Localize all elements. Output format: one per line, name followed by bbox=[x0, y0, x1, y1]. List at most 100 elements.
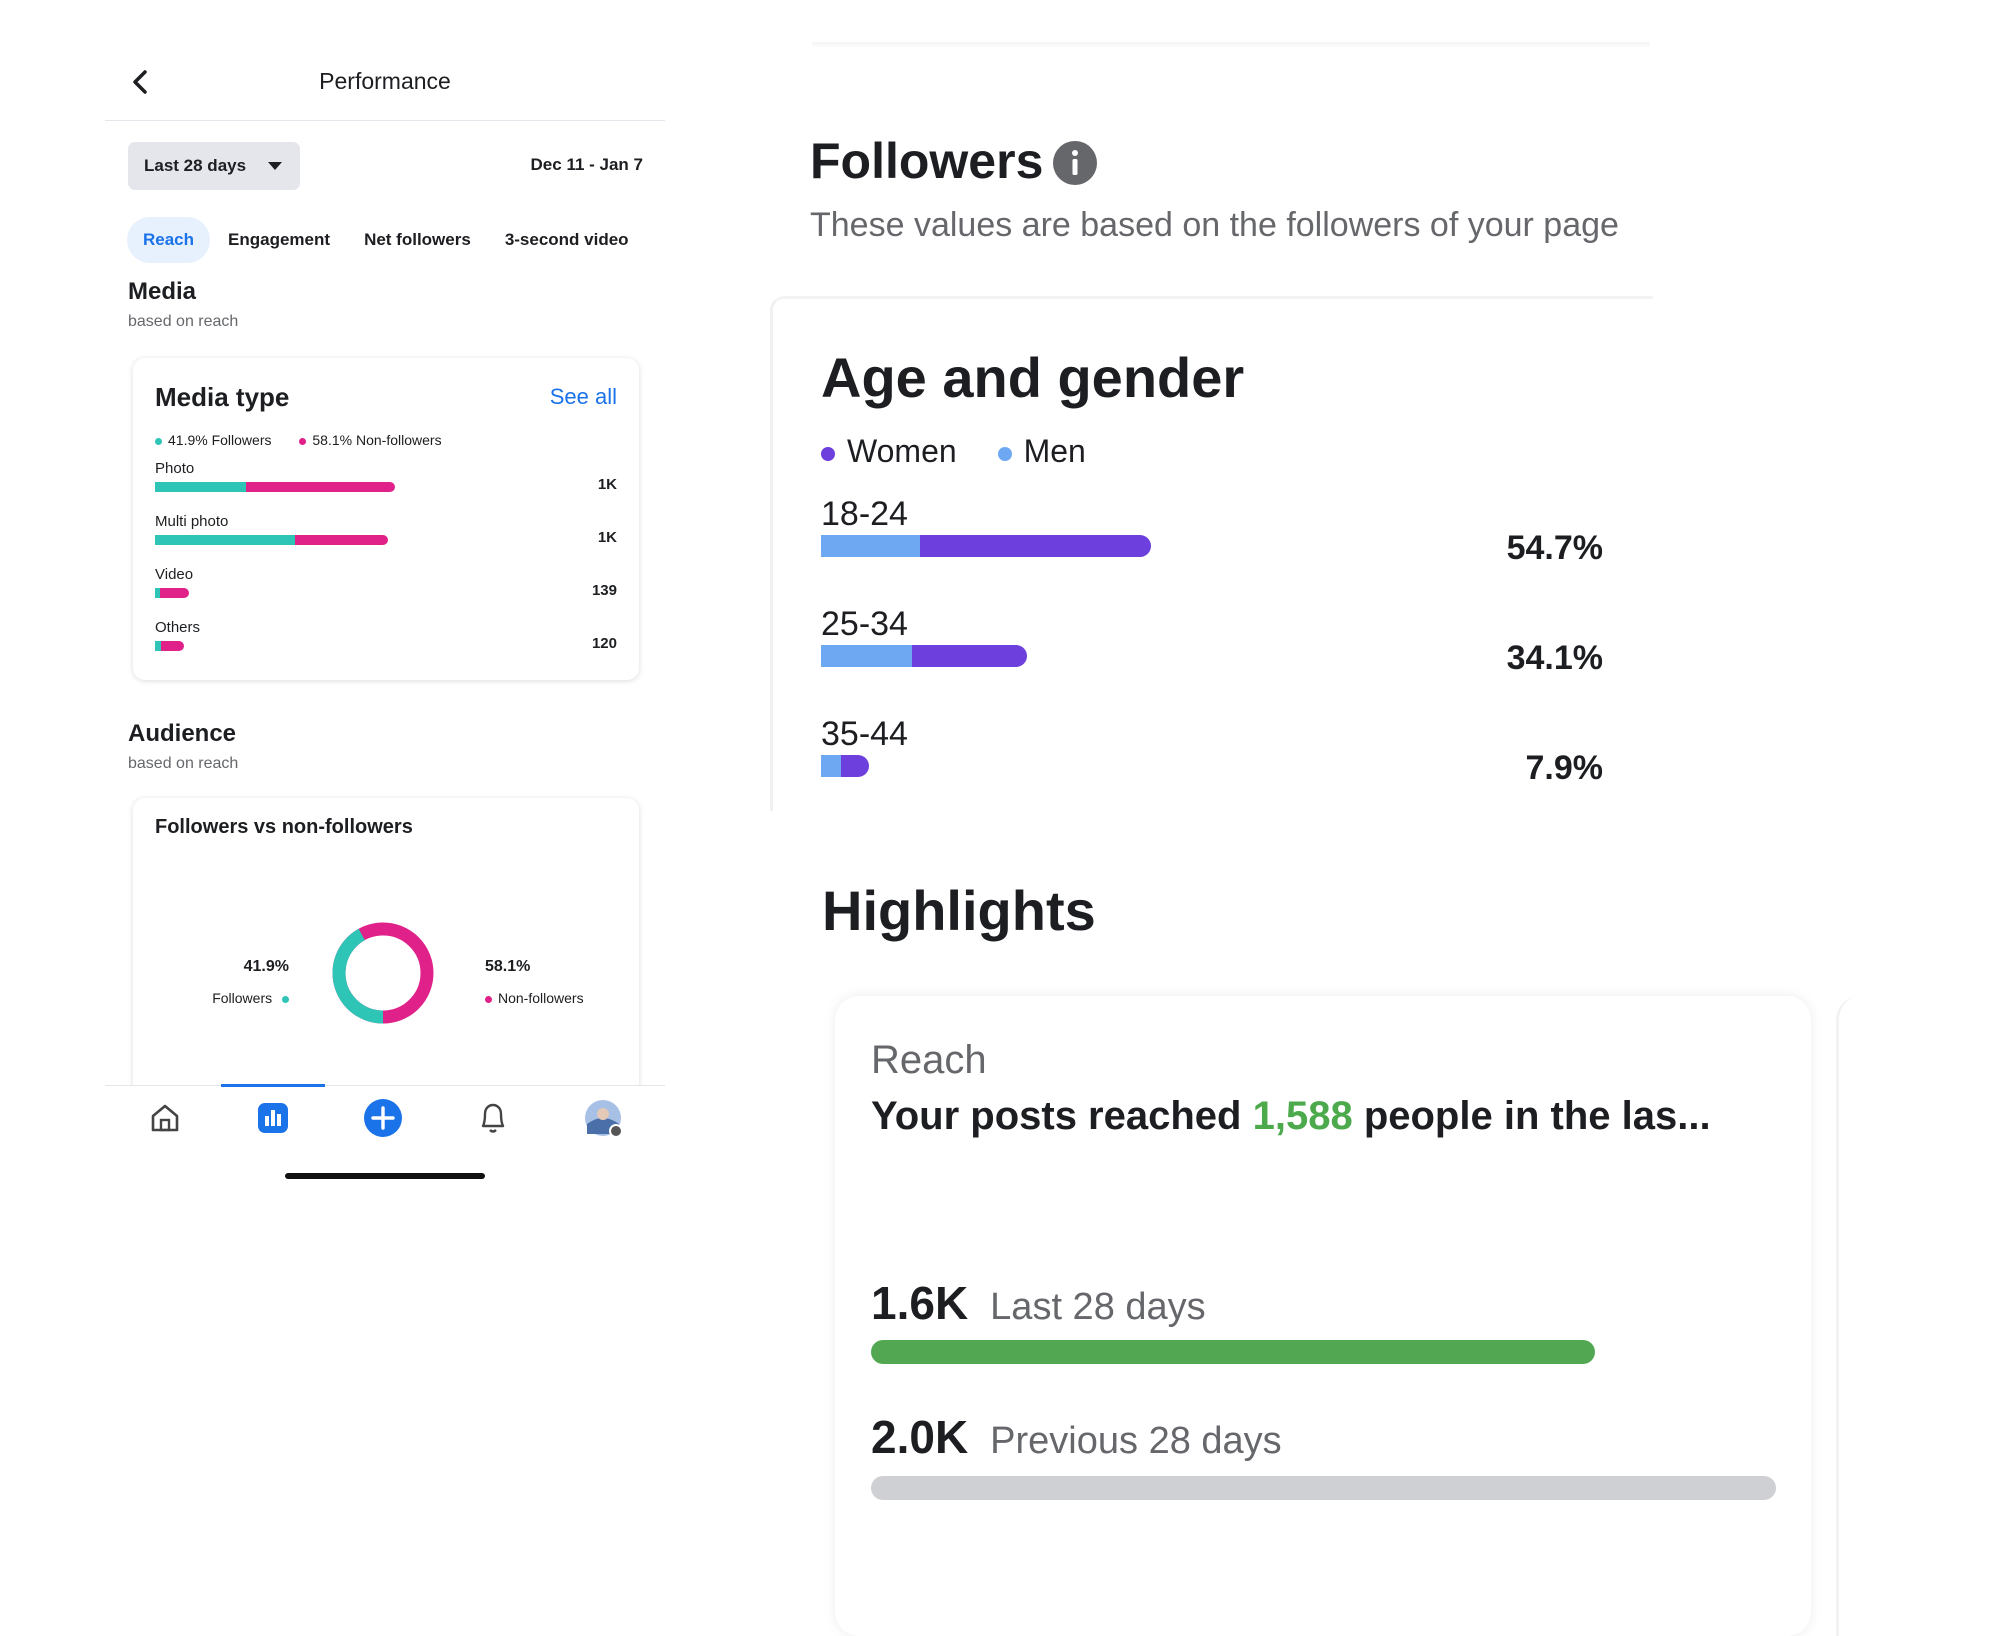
media-row-others[interactable]: Others 120 bbox=[155, 619, 617, 669]
age-row-bar bbox=[821, 645, 1027, 667]
media-row-value: 1K bbox=[597, 476, 617, 493]
followers-segment bbox=[155, 482, 247, 492]
legend-non-followers-text: 58.1% Non-followers bbox=[312, 432, 442, 448]
age-row-value: 54.7% bbox=[1506, 529, 1603, 567]
age-row-value: 7.9% bbox=[1525, 749, 1604, 787]
donut-non-followers-pct: 58.1% bbox=[485, 958, 531, 975]
donut-followers-pct: 41.9% bbox=[243, 958, 289, 975]
previous-period-stat: 2.0K Previous 28 days bbox=[871, 1410, 1282, 1464]
media-row-bar bbox=[155, 535, 388, 545]
date-range-dropdown-label: Last 28 days bbox=[144, 156, 247, 175]
age-row-label: 25-34 bbox=[821, 605, 908, 643]
age-row-18-24: 18-24 54.7% bbox=[821, 495, 1631, 595]
non-followers-segment bbox=[160, 641, 184, 651]
women-segment bbox=[840, 755, 869, 777]
non-followers-segment bbox=[160, 588, 189, 598]
media-row-bar bbox=[155, 641, 184, 651]
date-range-dropdown[interactable]: Last 28 days bbox=[128, 142, 300, 190]
previous-period-label: Previous 28 days bbox=[990, 1420, 1282, 1462]
media-type-title: Media type bbox=[155, 382, 290, 412]
reach-highlight-card[interactable]: Reach Your posts reached 1,588 people in… bbox=[835, 996, 1811, 1636]
previous-period-bar bbox=[871, 1476, 1776, 1500]
legend-women: Women bbox=[821, 433, 957, 470]
donut-followers-arc bbox=[332, 922, 434, 1024]
reach-sentence-suffix: people in the las... bbox=[1352, 1094, 1711, 1138]
teal-dot-icon bbox=[282, 995, 289, 1003]
reach-sentence: Your posts reached 1,588 people in the l… bbox=[871, 1094, 1711, 1139]
women-segment bbox=[920, 535, 1151, 557]
age-row-label: 18-24 bbox=[821, 495, 908, 533]
media-row-label: Multi photo bbox=[155, 513, 229, 530]
tab-3-second-video[interactable]: 3-second video bbox=[504, 230, 629, 249]
media-row-label: Video bbox=[155, 566, 194, 583]
media-section-title: Media bbox=[128, 278, 197, 305]
media-row-label: Others bbox=[155, 619, 201, 636]
donut-non-followers-label-row: Non-followers bbox=[485, 990, 625, 1006]
age-row-bar bbox=[821, 535, 1151, 557]
home-indicator bbox=[285, 1173, 485, 1179]
donut-non-followers-label: Non-followers bbox=[498, 990, 584, 1006]
notifications-icon[interactable] bbox=[473, 1098, 513, 1138]
performance-header: Performance bbox=[105, 0, 665, 121]
previous-period-value: 2.0K bbox=[871, 1411, 969, 1463]
purple-dot-icon bbox=[821, 446, 835, 461]
see-all-link[interactable]: See all bbox=[549, 384, 617, 409]
audience-section-subtitle: based on reach bbox=[128, 755, 239, 772]
age-row-value: 34.1% bbox=[1506, 639, 1603, 677]
age-row-35-44: 35-44 7.9% bbox=[821, 715, 1631, 815]
page-title: Performance bbox=[319, 68, 451, 94]
active-tab-indicator bbox=[221, 1084, 325, 1087]
age-gender-card: Age and gender Women Men 18-24 54.7% 25-… bbox=[770, 296, 1653, 811]
next-highlight-card-edge bbox=[1836, 996, 1869, 1636]
non-followers-segment bbox=[246, 482, 395, 492]
media-row-multi-photo[interactable]: Multi photo 1K bbox=[155, 513, 617, 563]
legend-non-followers: 58.1% Non-followers bbox=[299, 432, 442, 448]
bottom-navigation bbox=[105, 1084, 665, 1156]
media-row-value: 139 bbox=[591, 582, 617, 599]
followers-vs-non-followers-card: Followers vs non-followers 41.9% Followe… bbox=[133, 798, 639, 1098]
followers-donut-chart bbox=[331, 921, 435, 1025]
media-row-photo[interactable]: Photo 1K bbox=[155, 460, 617, 510]
legend-followers: 41.9% Followers bbox=[155, 432, 272, 448]
tab-net-followers[interactable]: Net followers bbox=[364, 230, 471, 249]
media-row-video[interactable]: Video 139 bbox=[155, 566, 617, 616]
donut-followers-legend: 41.9% Followers bbox=[181, 958, 289, 1006]
media-row-value: 1K bbox=[597, 529, 617, 546]
back-arrow-icon[interactable] bbox=[127, 68, 155, 96]
home-icon[interactable] bbox=[145, 1098, 185, 1138]
reach-sentence-number: 1,588 bbox=[1252, 1094, 1353, 1138]
media-row-value: 120 bbox=[591, 635, 617, 652]
legend-men: Men bbox=[997, 433, 1086, 470]
media-row-label: Photo bbox=[155, 460, 195, 477]
donut-followers-label: Followers bbox=[212, 990, 273, 1006]
followers-segment bbox=[155, 641, 161, 651]
performance-screen: Performance Last 28 days Dec 11 - Jan 7 … bbox=[105, 0, 665, 1200]
women-segment bbox=[911, 645, 1027, 667]
reach-card-label: Reach bbox=[871, 1038, 987, 1082]
followers-description: These values are based on the followers … bbox=[810, 206, 1619, 244]
create-icon[interactable] bbox=[363, 1098, 403, 1138]
teal-dot-icon bbox=[155, 437, 162, 445]
media-type-card: Media type See all 41.9% Followers 58.1%… bbox=[133, 358, 639, 680]
tab-reach[interactable]: Reach bbox=[127, 217, 211, 263]
age-row-bar bbox=[821, 755, 869, 777]
age-gender-legend: Women Men bbox=[821, 433, 1118, 470]
men-segment bbox=[821, 645, 912, 667]
followers-segment bbox=[155, 535, 295, 545]
age-row-label: 35-44 bbox=[821, 715, 908, 753]
men-segment bbox=[821, 755, 841, 777]
followers-title: Followers bbox=[810, 133, 1044, 189]
donut-svg bbox=[332, 922, 434, 1024]
pink-dot-icon bbox=[485, 995, 492, 1003]
highlights-title: Highlights bbox=[822, 879, 1096, 942]
info-icon[interactable] bbox=[1052, 140, 1098, 186]
followers-panel-topbar bbox=[812, 42, 1650, 48]
legend-women-text: Women bbox=[847, 433, 957, 469]
men-segment bbox=[821, 535, 920, 557]
tab-engagement[interactable]: Engagement bbox=[228, 230, 331, 249]
profile-avatar[interactable] bbox=[583, 1098, 623, 1138]
blue-dot-icon bbox=[997, 446, 1012, 461]
date-range-text: Dec 11 - Jan 7 bbox=[530, 155, 643, 174]
donut-followers-label-row: Followers bbox=[181, 990, 289, 1006]
insights-icon[interactable] bbox=[253, 1098, 293, 1138]
